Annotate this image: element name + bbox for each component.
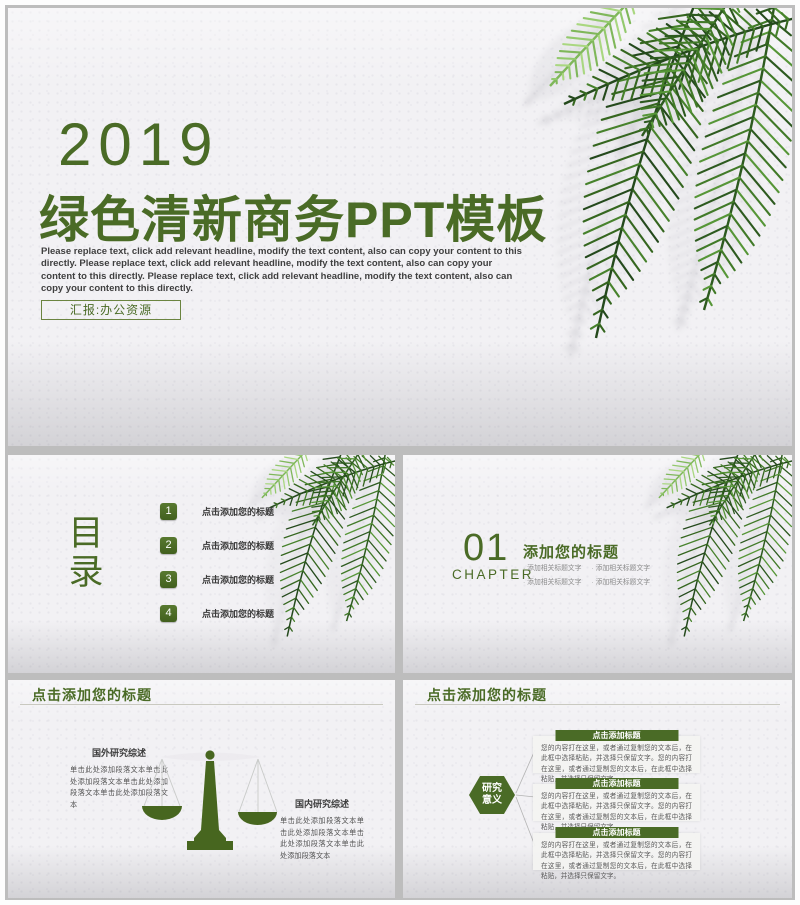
chapter-bullet: 添加相关标题文字 <box>523 576 581 586</box>
chapter-number: 01 <box>463 527 510 569</box>
research-hexagon-shape: 研究 意义 <box>469 776 515 814</box>
cover-title: 绿色清新商务PPT模板 <box>39 192 548 248</box>
research-point-card: 点击添加标题 您的内容打在这里，或者通过复制您的文本后，在此框中选择粘贴，并选择… <box>533 827 700 880</box>
domestic-research-heading: 国内研究综述 <box>294 799 349 809</box>
toc-item-label: 点击添加您的标题 <box>202 507 275 517</box>
domestic-research-block: 国内研究综述 单击此处添加段落文本单击此处添加段落文本单击此处添加段落文本单击此… <box>280 797 364 862</box>
toc-heading-char: 目 <box>68 514 104 554</box>
toc-item-label: 点击添加您的标题 <box>202 609 275 619</box>
foreign-research-heading: 国外研究综述 <box>91 748 146 758</box>
research-card-heading: 点击添加标题 <box>555 778 678 789</box>
slide-cover[interactable]: 2019 绿色清新商务PPT模板 Please replace text, cl… <box>8 8 792 446</box>
research-card-body: 您的内容打在这里，或者通过复制您的文本后，在此框中选择粘贴，并选择只保留文字。您… <box>541 842 692 881</box>
chapter-word: CHAPTER <box>452 567 535 582</box>
foreign-research-block: 国外研究综述 单击此处添加段落文本单击此处添加段落文本单击此处添加段落文本单击此… <box>70 746 168 811</box>
toc-item-number-badge: 2 <box>160 537 177 554</box>
foreign-research-body: 单击此处添加段落文本单击此处添加段落文本单击此处添加段落文本单击此处添加段落文本 <box>70 765 168 809</box>
toc-item-label: 点击添加您的标题 <box>202 541 275 551</box>
chapter-bullet: 添加相关标题文字 <box>592 576 650 586</box>
chapter-bullet: 添加相关标题文字 <box>523 562 581 572</box>
title-underline <box>415 704 780 705</box>
cover-year: 2019 <box>58 111 220 178</box>
toc-item: 4 点击添加您的标题 <box>160 605 274 622</box>
research-point-card: 点击添加标题 您的内容打在这里，或者通过复制您的文本后，在此框中选择粘贴，并选择… <box>533 778 700 831</box>
toc-item-number-badge: 1 <box>160 503 177 520</box>
slide-research-overview[interactable]: 点击添加您的标题 国外研究综述 单击此处添加段落文本单击此处添加段落文本单击此处… <box>8 680 395 898</box>
toc-item-label: 点击添加您的标题 <box>202 575 275 585</box>
hexagon-text-line: 意义 <box>482 795 502 806</box>
toc-heading: 目 录 <box>64 514 108 594</box>
title-underline <box>20 704 383 705</box>
toc-item-number-badge: 4 <box>160 605 177 622</box>
toc-item: 1 点击添加您的标题 <box>160 503 274 520</box>
research-card-heading: 点击添加标题 <box>555 827 678 838</box>
presenter-label-box: 汇报:办公资源 <box>41 300 181 320</box>
toc-item: 2 点击添加您的标题 <box>160 537 274 554</box>
research-point-card: 点击添加标题 您的内容打在这里，或者通过复制您的文本后，在此框中选择粘贴，并选择… <box>533 730 700 783</box>
chapter-bullet: 添加相关标题文字 <box>592 562 650 572</box>
toc-heading-char: 录 <box>68 553 104 594</box>
chapter-bullets: 添加相关标题文字 添加相关标题文字 添加相关标题文字 添加相关标题文字 <box>523 562 650 586</box>
connector-lines <box>515 749 536 847</box>
toc-list: 1 点击添加您的标题 2 点击添加您的标题 3 点击添加您的标题 4 点击添加您… <box>160 503 274 639</box>
section-title: 点击添加您的标题 <box>32 687 152 703</box>
domestic-research-body: 单击此处添加段落文本单击此处添加段落文本单击此处添加段落文本单击此处添加段落文本 <box>280 816 364 860</box>
balance-scale-icon <box>142 750 278 850</box>
slide-research-meaning[interactable]: 点击添加您的标题 研究 意义 点击添加标题 您的内容打在这里，或者通过复制您的文… <box>403 680 792 898</box>
section-title: 点击添加您的标题 <box>427 687 547 703</box>
hexagon-text-line: 研究 <box>482 782 502 794</box>
research-card-heading: 点击添加标题 <box>555 730 678 741</box>
chapter-title: 添加您的标题 <box>523 544 620 561</box>
slide-chapter-01[interactable]: 01 CHAPTER 添加您的标题 添加相关标题文字 添加相关标题文字 添加相关… <box>403 455 792 673</box>
cover-description: Please replace text, click add relevant … <box>41 246 522 295</box>
slide-table-of-contents[interactable]: 目 录 1 点击添加您的标题 2 点击添加您的标题 3 点击添加您的标题 4 点… <box>8 455 395 673</box>
toc-item: 3 点击添加您的标题 <box>160 571 274 588</box>
toc-item-number-badge: 3 <box>160 571 177 588</box>
